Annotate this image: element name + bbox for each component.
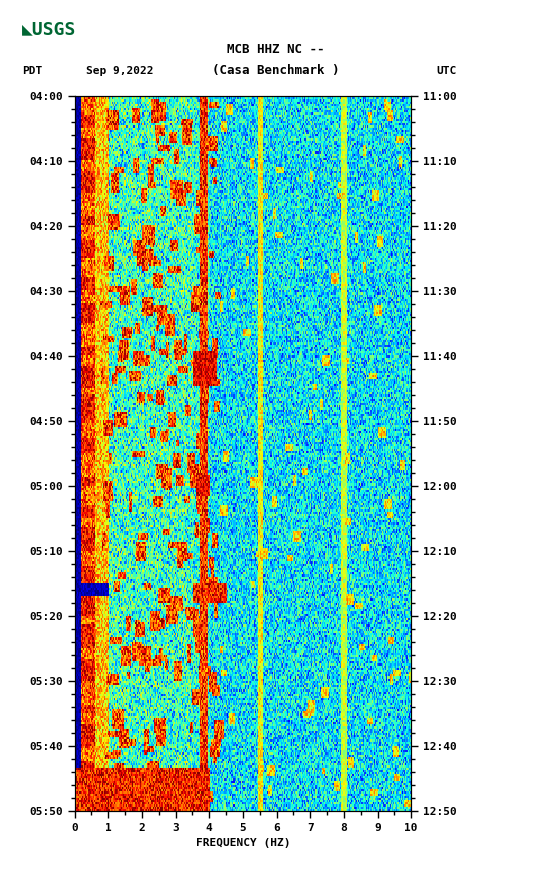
X-axis label: FREQUENCY (HZ): FREQUENCY (HZ) (195, 839, 290, 848)
Text: MCB HHZ NC --: MCB HHZ NC -- (227, 43, 325, 55)
Text: (Casa Benchmark ): (Casa Benchmark ) (213, 64, 339, 77)
Text: Sep 9,2022: Sep 9,2022 (86, 65, 153, 76)
Text: PDT: PDT (22, 65, 43, 76)
Text: UTC: UTC (436, 65, 457, 76)
Text: ◣USGS: ◣USGS (22, 21, 77, 38)
